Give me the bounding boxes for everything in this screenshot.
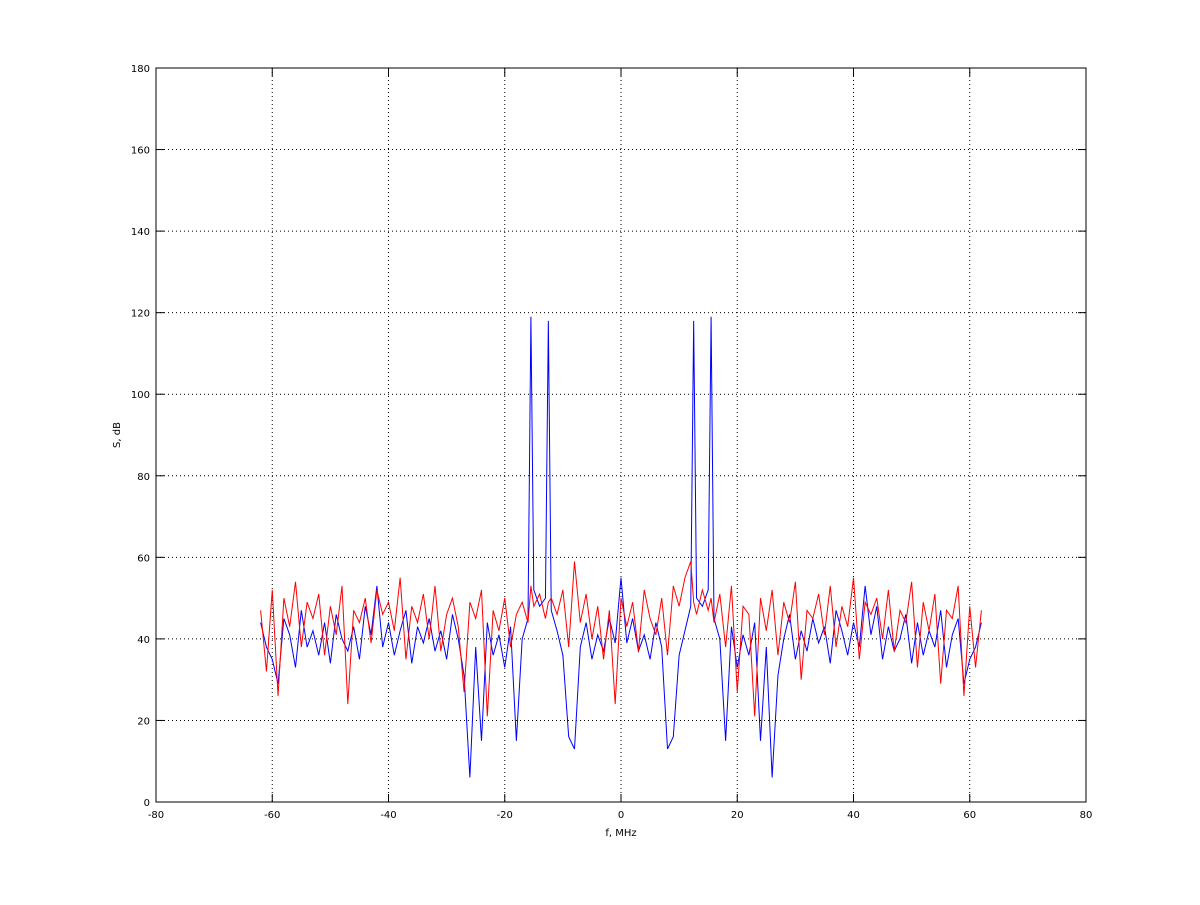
x-tick-label: -20 — [497, 810, 513, 821]
y-tick-label: 180 — [131, 64, 150, 75]
y-tick-label: 40 — [137, 635, 150, 646]
y-tick-label: 20 — [137, 716, 150, 727]
y-tick-label: 100 — [131, 390, 150, 401]
plot-area — [260, 316, 982, 778]
x-tick-label: 80 — [1080, 810, 1093, 821]
x-tick-label: 60 — [963, 810, 976, 821]
series-line — [260, 561, 982, 717]
x-tick-label: 20 — [731, 810, 744, 821]
y-tick-label: 60 — [137, 553, 150, 564]
y-tick-label: 0 — [144, 798, 150, 809]
x-tick-label: 0 — [618, 810, 624, 821]
y-axis-label: S, dB — [112, 422, 123, 448]
y-tick-label: 140 — [131, 227, 150, 238]
x-tick-label: -40 — [380, 810, 396, 821]
x-axis-label: f, MHz — [605, 828, 636, 839]
x-tick-label: -80 — [148, 810, 164, 821]
x-tick-label: 40 — [847, 810, 860, 821]
x-tick-label: -60 — [264, 810, 280, 821]
y-tick-label: 120 — [131, 309, 150, 320]
y-tick-label: 80 — [137, 472, 150, 483]
y-tick-label: 160 — [131, 146, 150, 157]
